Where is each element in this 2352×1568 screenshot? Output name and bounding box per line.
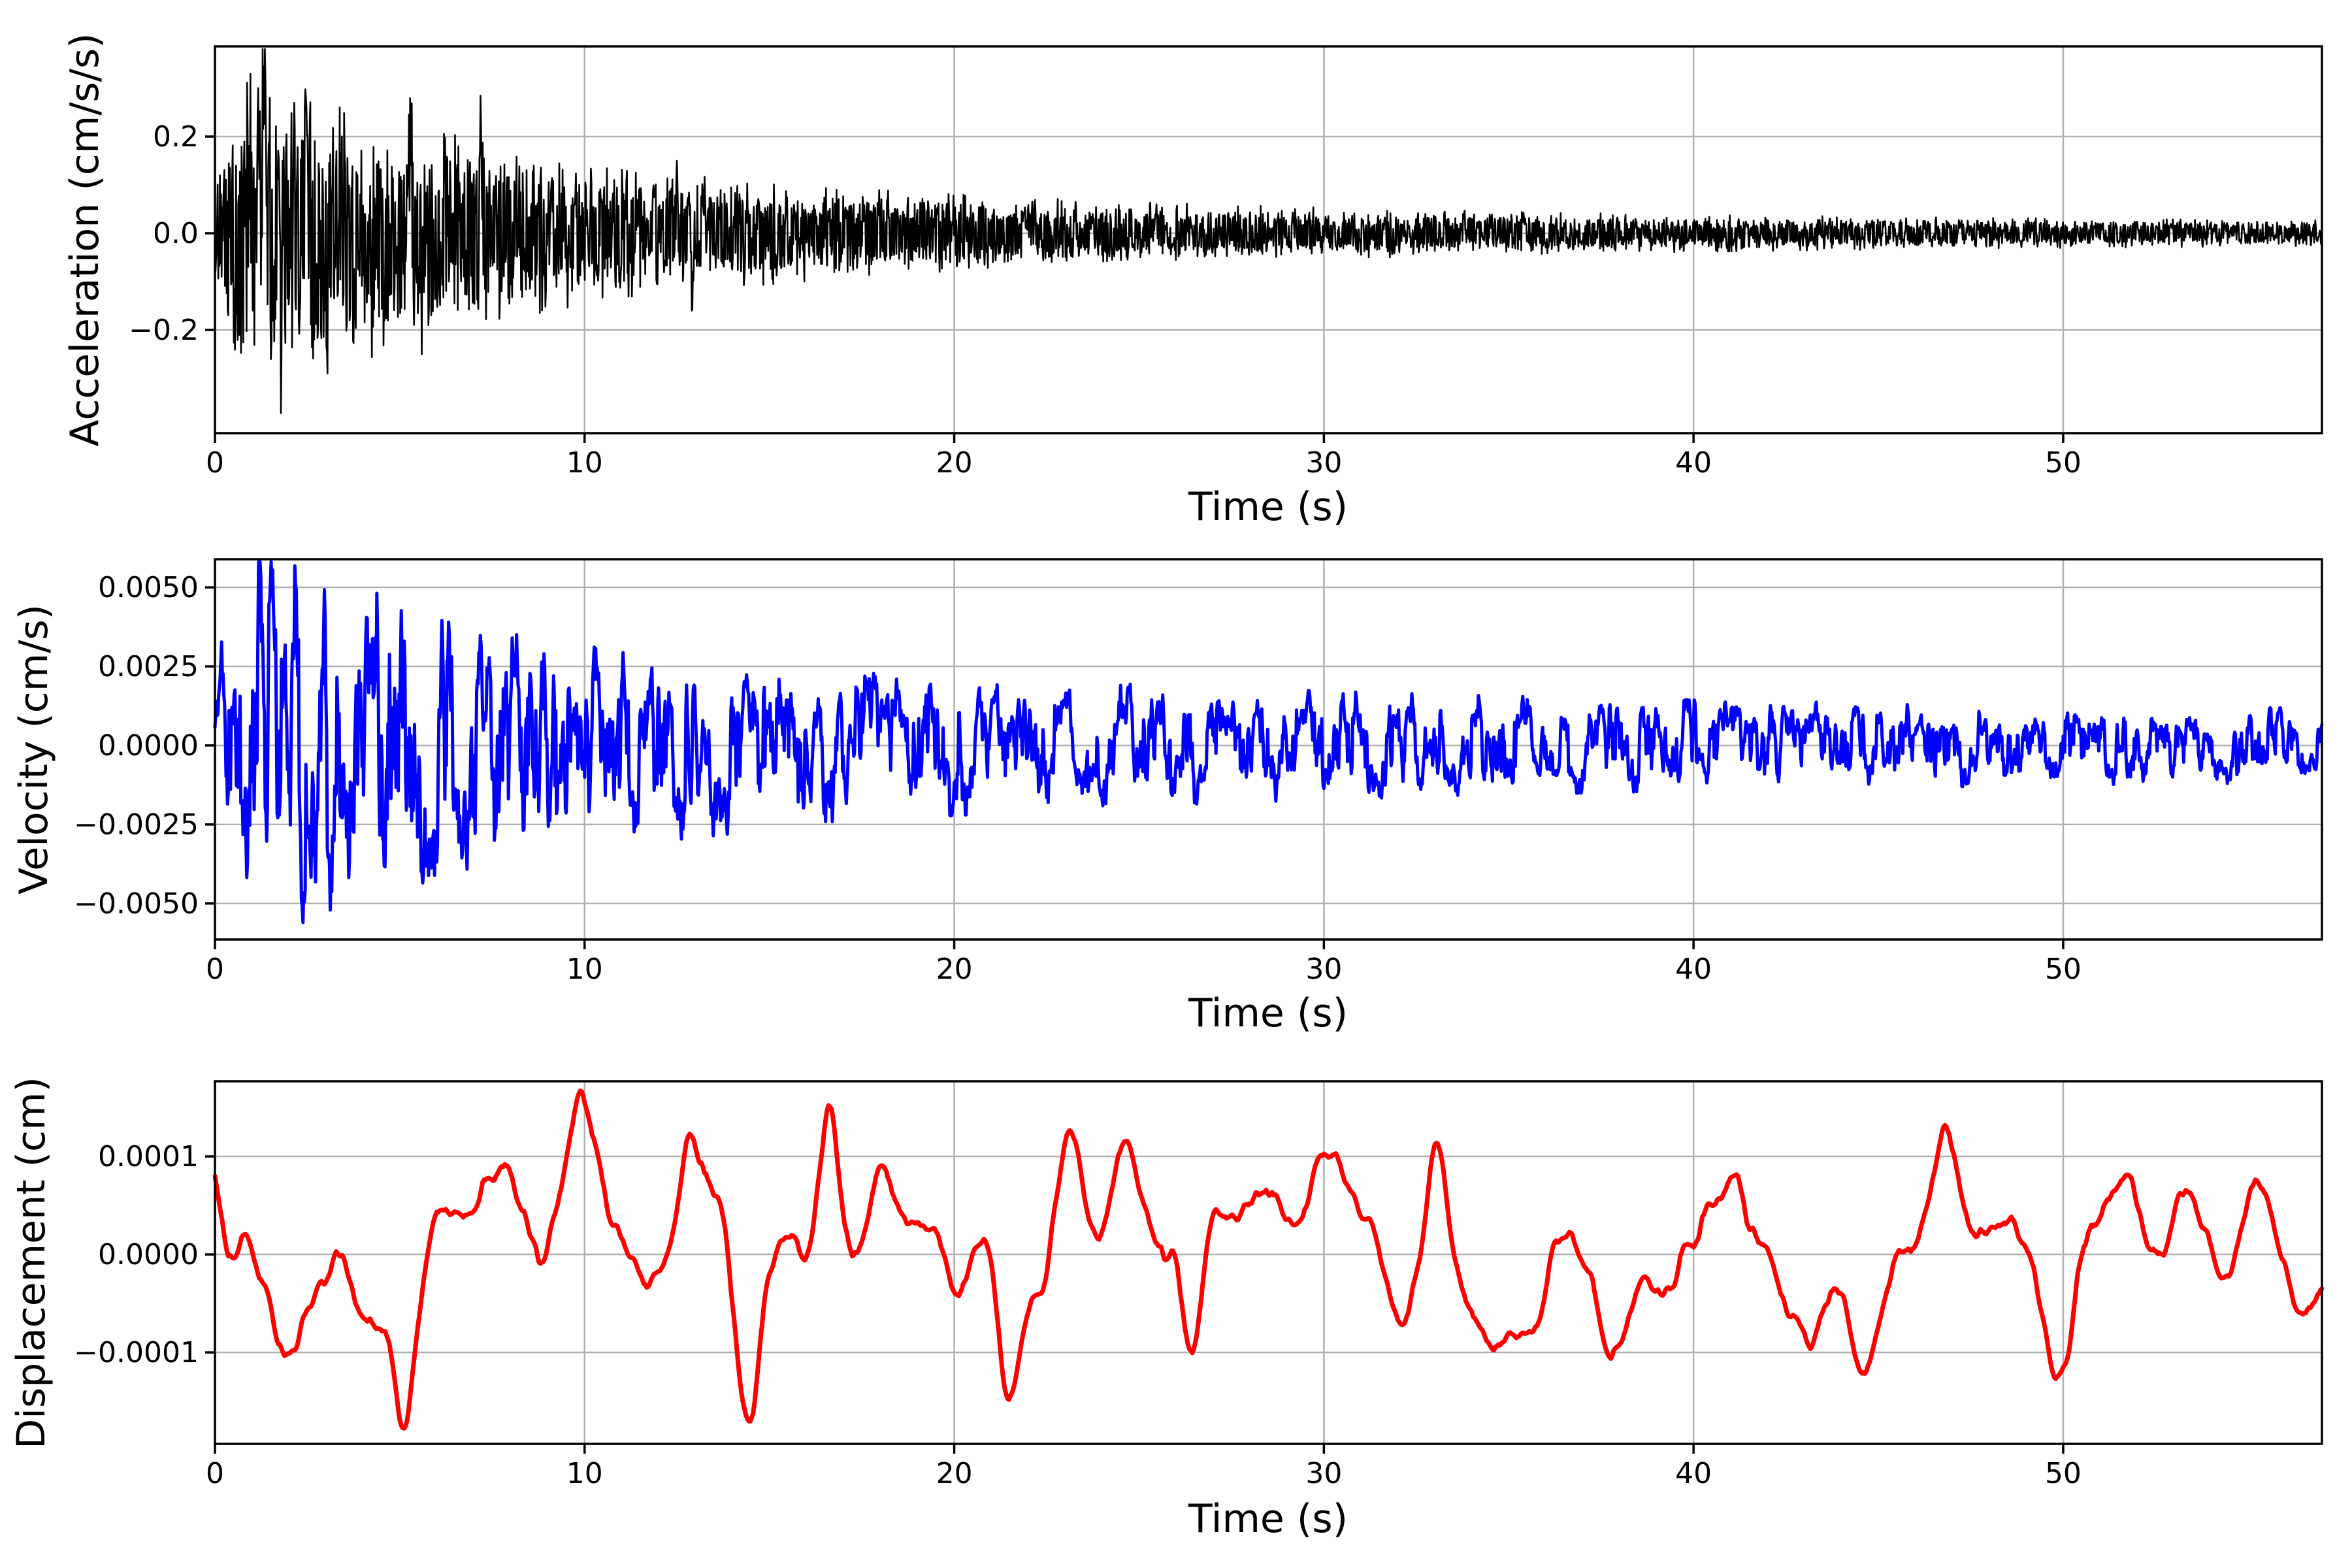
- waveform-trace-acceleration: [214, 48, 2323, 414]
- y-tick-label: 0.0000: [98, 729, 199, 762]
- y-tick-label: 0.2: [153, 120, 199, 154]
- x-tick-label: 20: [936, 446, 973, 480]
- waveform-velocity: [213, 560, 2324, 924]
- ticks-acceleration: 0 10 20 30 40 50 0.2 0.0 −0.2: [129, 120, 2082, 480]
- grid-displacement: [214, 1081, 2322, 1444]
- waveform-acceleration: [214, 48, 2323, 414]
- x-axis-label-displacement: Time (s): [1188, 1496, 1348, 1542]
- x-tick-label: 20: [936, 953, 973, 986]
- y-tick-label: −0.2: [129, 314, 199, 347]
- x-tick-label: 0: [206, 446, 224, 480]
- subplot-velocity: 0 10 20 30 40 50 0.0050 0.0025 0.0000 −0.0025 −0.0…: [11, 558, 2324, 1036]
- x-tick-label: 50: [2045, 1457, 2082, 1490]
- y-tick-label: −0.0050: [74, 887, 199, 921]
- x-tick-label: 0: [206, 953, 224, 986]
- axes-frame-velocity: [214, 558, 2323, 941]
- y-tick-label: 0.0025: [98, 650, 199, 683]
- y-axis-label-velocity: Velocity (cm/s): [11, 604, 57, 894]
- x-tick-label: 30: [1305, 446, 1342, 480]
- x-tick-label: 50: [2045, 446, 2082, 480]
- subplot-acceleration: 0 10 20 30 40 50 0.2 0.0 −0.2 Acceleration (cm/s…: [62, 33, 2323, 530]
- axes-frame-acceleration: [214, 45, 2323, 434]
- x-axis-label-acceleration: Time (s): [1188, 484, 1348, 530]
- y-tick-label: −0.0025: [74, 808, 199, 841]
- waveform-displacement: [212, 1088, 2325, 1431]
- ticks-displacement: 0 10 20 30 40 50 0.0001 0.0000 −0.0001: [74, 1140, 2082, 1490]
- waveform-trace-displacement: [212, 1088, 2325, 1431]
- x-tick-label: 10: [566, 1457, 603, 1490]
- x-tick-label: 30: [1305, 1457, 1342, 1490]
- y-tick-label: 0.0: [153, 217, 199, 250]
- x-tick-label: 40: [1675, 1457, 1712, 1490]
- x-tick-label: 10: [566, 953, 603, 986]
- y-tick-label: 0.0001: [98, 1140, 199, 1173]
- y-axis-label-displacement: Displacement (cm): [8, 1077, 54, 1449]
- axes-frame-displacement: [214, 1080, 2323, 1445]
- x-tick-label: 40: [1675, 953, 1712, 986]
- y-tick-label: −0.0001: [74, 1336, 199, 1369]
- x-tick-label: 10: [566, 446, 603, 480]
- x-tick-label: 40: [1675, 446, 1712, 480]
- x-tick-label: 50: [2045, 953, 2082, 986]
- x-tick-label: 0: [206, 1457, 224, 1490]
- x-tick-label: 20: [936, 1457, 973, 1490]
- y-axis-label-acceleration: Acceleration (cm/s/s): [62, 33, 108, 446]
- x-tick-label: 30: [1305, 953, 1342, 986]
- y-tick-label: 0.0000: [98, 1238, 199, 1271]
- x-axis-label-velocity: Time (s): [1188, 990, 1348, 1036]
- subplot-displacement: 0 10 20 30 40 50 0.0001 0.0000 −0.0001 Displacem…: [8, 1077, 2325, 1542]
- y-tick-label: 0.0050: [98, 571, 199, 604]
- ticks-velocity: 0 10 20 30 40 50 0.0050 0.0025 0.0000 −0.0025 −0.0…: [74, 571, 2082, 986]
- waveform-trace-velocity: [213, 560, 2324, 924]
